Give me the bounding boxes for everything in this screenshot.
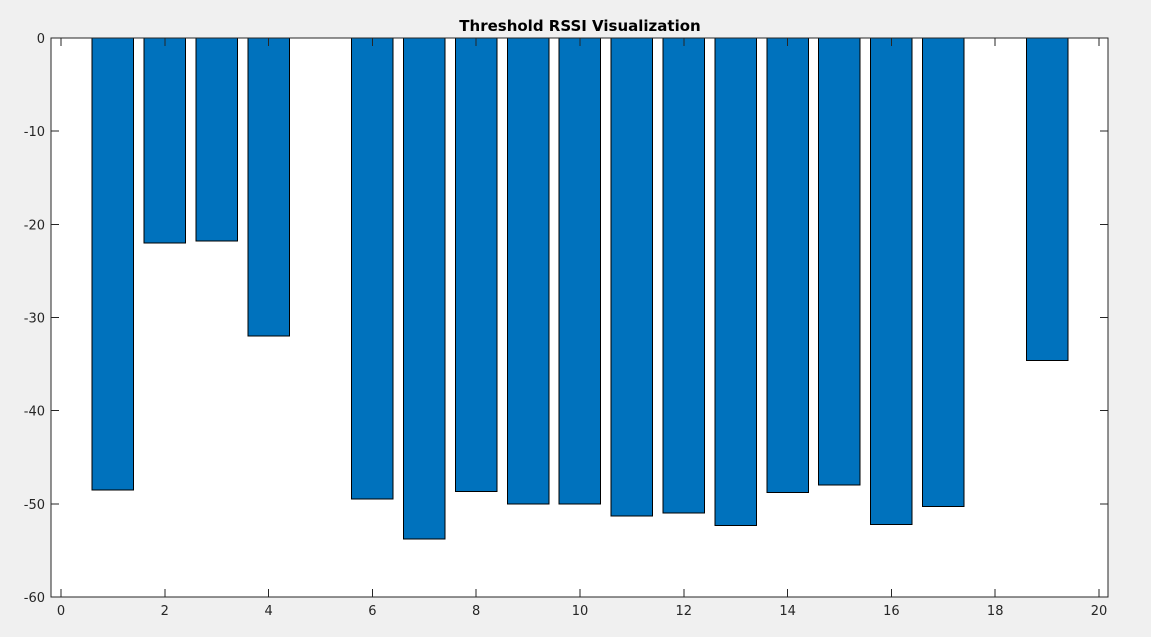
y-tick-label: 0 [37, 32, 45, 47]
y-tick-label: -60 [24, 591, 45, 606]
y-tick-label: -40 [24, 405, 45, 420]
x-tick-label: 16 [883, 604, 900, 619]
bar [454, 37, 498, 493]
y-tick-label: -50 [24, 498, 45, 513]
x-tick-label: 8 [472, 604, 480, 619]
x-tick-label: 20 [1091, 604, 1108, 619]
bar [714, 37, 757, 526]
bar [662, 37, 705, 514]
bar [766, 37, 809, 494]
bars-layer [91, 37, 1069, 540]
y-tick-label: -30 [24, 312, 45, 327]
bar [247, 37, 290, 337]
x-tick-label: 2 [161, 604, 169, 619]
x-tick-label: 0 [57, 604, 65, 619]
axes-layer: 0 2 4 6 8 10 12 14 16 18 20 0 -10 -20 -30 -40 -50 -60 [24, 32, 1109, 619]
y-tick-label: -20 [24, 218, 45, 233]
bar [1025, 37, 1069, 361]
bar [870, 37, 913, 525]
x-tick-label: 4 [264, 604, 272, 619]
bar [818, 37, 861, 486]
bar [922, 37, 965, 508]
bar [610, 37, 654, 517]
chart-title: Threshold RSSI Visualization [459, 17, 700, 35]
bar [91, 37, 135, 491]
x-tick-label: 14 [779, 604, 796, 619]
bar [403, 37, 446, 540]
bar [143, 37, 186, 244]
x-tick-label: 6 [368, 604, 376, 619]
x-tick-label: 18 [987, 604, 1004, 619]
y-tick-label: -10 [24, 125, 45, 140]
x-tick-label: 10 [572, 604, 589, 619]
bar [506, 37, 550, 505]
bar [351, 37, 394, 500]
x-tick-label: 12 [676, 604, 693, 619]
bar [558, 37, 602, 505]
bar [195, 37, 238, 242]
